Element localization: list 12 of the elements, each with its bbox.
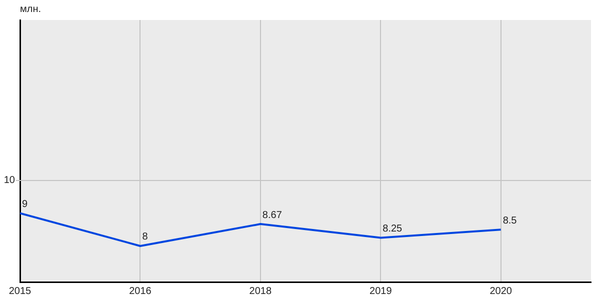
x-tick-label: 2020 bbox=[490, 286, 512, 297]
data-label: 9 bbox=[22, 198, 28, 210]
data-label: 8.67 bbox=[262, 210, 282, 221]
x-tick-label: 2018 bbox=[249, 286, 272, 297]
data-label: 8 bbox=[142, 232, 148, 243]
x-tick-label: 2016 bbox=[129, 286, 152, 297]
data-label: 8.25 bbox=[382, 224, 403, 235]
y-axis-title: млн. bbox=[20, 4, 42, 15]
ref-line-label: 10 bbox=[4, 175, 16, 186]
x-tick-label: 2019 bbox=[370, 286, 392, 297]
x-tick-label: 2015 bbox=[8, 286, 32, 297]
data-label: 8.5 bbox=[502, 215, 518, 226]
